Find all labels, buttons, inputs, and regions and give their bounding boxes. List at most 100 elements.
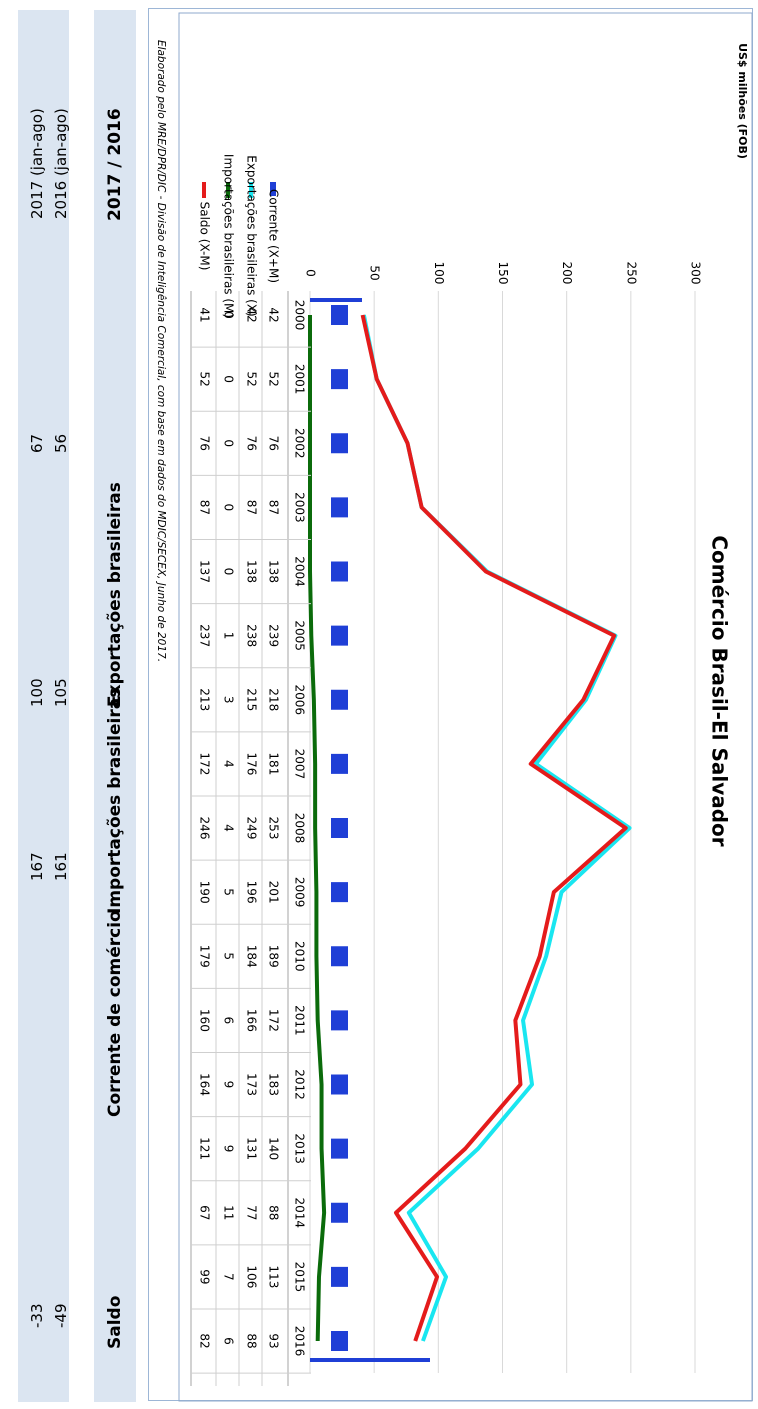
legend-label: Saldo (X-M) bbox=[198, 202, 212, 271]
data-label: 52 bbox=[245, 371, 259, 386]
bar-corrente bbox=[331, 946, 348, 967]
summary-row1-period: 2016 (jan-ago) bbox=[52, 108, 70, 219]
data-label: 246 bbox=[198, 817, 212, 840]
data-label: 76 bbox=[198, 436, 212, 451]
data-label: 181 bbox=[267, 752, 281, 775]
data-label: 213 bbox=[198, 688, 212, 711]
line-saldo-x-m- bbox=[360, 314, 628, 1342]
data-label: 173 bbox=[245, 1073, 259, 1096]
x-tick-label: 2011 bbox=[293, 1005, 307, 1036]
data-label: 3 bbox=[222, 696, 236, 704]
bar-corrente bbox=[331, 1138, 348, 1159]
x-tick-label: 2012 bbox=[293, 1069, 307, 1100]
summary-strip-rows bbox=[18, 10, 69, 1402]
chart-title: Comércio Brasil-El Salvador bbox=[708, 535, 732, 846]
data-label: 88 bbox=[245, 1333, 259, 1348]
x-tick-label: 2002 bbox=[293, 428, 307, 459]
data-label: 0 bbox=[222, 504, 236, 512]
bar-corrente bbox=[331, 561, 348, 582]
data-label: 6 bbox=[222, 1337, 236, 1345]
data-label: 172 bbox=[198, 752, 212, 775]
data-label: 166 bbox=[245, 1009, 259, 1032]
data-label: 6 bbox=[222, 1017, 236, 1025]
data-label: 113 bbox=[267, 1265, 281, 1288]
summary-row2-trade: 167 bbox=[28, 852, 46, 881]
data-label: 239 bbox=[267, 624, 281, 647]
summary-row2-exports: 67 bbox=[28, 433, 46, 453]
summary-header-exports: Exportações brasileiras bbox=[105, 482, 125, 707]
data-label: 249 bbox=[245, 817, 259, 840]
data-label: 121 bbox=[198, 1137, 212, 1160]
data-label: 67 bbox=[198, 1205, 212, 1220]
data-label: 93 bbox=[267, 1333, 281, 1348]
x-tick-label: 2005 bbox=[293, 620, 307, 651]
summary-row2-period: 2017 (jan-ago) bbox=[28, 108, 46, 219]
y-tick-label: 50 bbox=[368, 265, 382, 280]
summary-row2-balance: -33 bbox=[28, 1303, 46, 1329]
data-label: 99 bbox=[198, 1269, 212, 1284]
summary-header-trade: Corrente de comércio bbox=[105, 910, 125, 1117]
x-tick-label: 2008 bbox=[293, 813, 307, 844]
summary-strip-header bbox=[94, 10, 136, 1402]
y-axis-label: US$ milhões (FOB) bbox=[736, 43, 749, 159]
data-label: 7 bbox=[222, 1273, 236, 1281]
data-label: 137 bbox=[198, 560, 212, 583]
x-tick-label: 2003 bbox=[293, 492, 307, 523]
x-tick-label: 2007 bbox=[293, 749, 307, 780]
data-label: 88 bbox=[267, 1205, 281, 1220]
data-label: 9 bbox=[222, 1145, 236, 1153]
data-label: 172 bbox=[267, 1009, 281, 1032]
x-tick-label: 2010 bbox=[293, 941, 307, 972]
data-label: 11 bbox=[222, 1205, 236, 1220]
summary-header-imports: Importações brasileiras bbox=[105, 687, 125, 914]
bar-corrente bbox=[331, 305, 348, 325]
data-label: 87 bbox=[198, 500, 212, 515]
data-label: 189 bbox=[267, 945, 281, 968]
data-label: 138 bbox=[245, 560, 259, 583]
bar-corrente bbox=[331, 1074, 348, 1095]
data-label: 82 bbox=[198, 1333, 212, 1348]
bar-corrente bbox=[331, 625, 348, 646]
data-label: 179 bbox=[198, 945, 212, 968]
data-label: 253 bbox=[267, 817, 281, 840]
y-tick-label: 250 bbox=[624, 262, 638, 285]
summary-header-period: 2017 / 2016 bbox=[105, 108, 125, 221]
plot-border bbox=[178, 12, 753, 1402]
data-label: 5 bbox=[222, 888, 236, 896]
y-tick-label: 100 bbox=[432, 262, 446, 285]
chart-frame: 0 50 100 150 200 250 300 Comércio Brasil-El Sal… bbox=[148, 8, 753, 1402]
summary-row1-imports: 105 bbox=[52, 678, 70, 707]
y-tick-label: 300 bbox=[689, 262, 703, 285]
data-label: 5 bbox=[222, 952, 236, 960]
data-label: 0 bbox=[222, 375, 236, 383]
legend-label: Corrente (X+M) bbox=[267, 189, 281, 283]
data-label: 184 bbox=[245, 945, 259, 968]
x-tick-label: 2014 bbox=[293, 1197, 307, 1228]
data-label: 238 bbox=[245, 624, 259, 647]
data-label: 52 bbox=[267, 371, 281, 386]
data-label: 183 bbox=[267, 1073, 281, 1096]
data-label: 4 bbox=[222, 824, 236, 832]
data-label: 42 bbox=[267, 307, 281, 322]
x-tick-label: 2015 bbox=[293, 1262, 307, 1293]
bar-corrente bbox=[331, 1266, 348, 1287]
y-tick-label: 200 bbox=[560, 262, 574, 285]
summary-header-balance: Saldo bbox=[105, 1295, 125, 1349]
line-exporta-es-brasileiras-x- bbox=[361, 314, 632, 1342]
summary-row1-balance: -49 bbox=[52, 1303, 70, 1329]
x-tick-label: 2013 bbox=[293, 1133, 307, 1164]
line-importa-es-brasileiras-m- bbox=[308, 315, 327, 1342]
data-label: 176 bbox=[245, 752, 259, 775]
data-label: 140 bbox=[267, 1137, 281, 1160]
x-tick-label: 2001 bbox=[293, 364, 307, 395]
data-label: 52 bbox=[198, 371, 212, 386]
bar-corrente bbox=[331, 369, 348, 390]
data-label: 4 bbox=[222, 760, 236, 768]
bar-corrente bbox=[331, 753, 348, 774]
data-label: 41 bbox=[198, 307, 212, 322]
summary-table: 2017 / 2016 Exportações brasileiras Impo… bbox=[0, 0, 160, 1409]
summary-row1-trade: 161 bbox=[52, 852, 70, 881]
bar-corrente bbox=[331, 1331, 348, 1351]
data-label: 131 bbox=[245, 1137, 259, 1160]
data-label: 106 bbox=[245, 1265, 259, 1288]
